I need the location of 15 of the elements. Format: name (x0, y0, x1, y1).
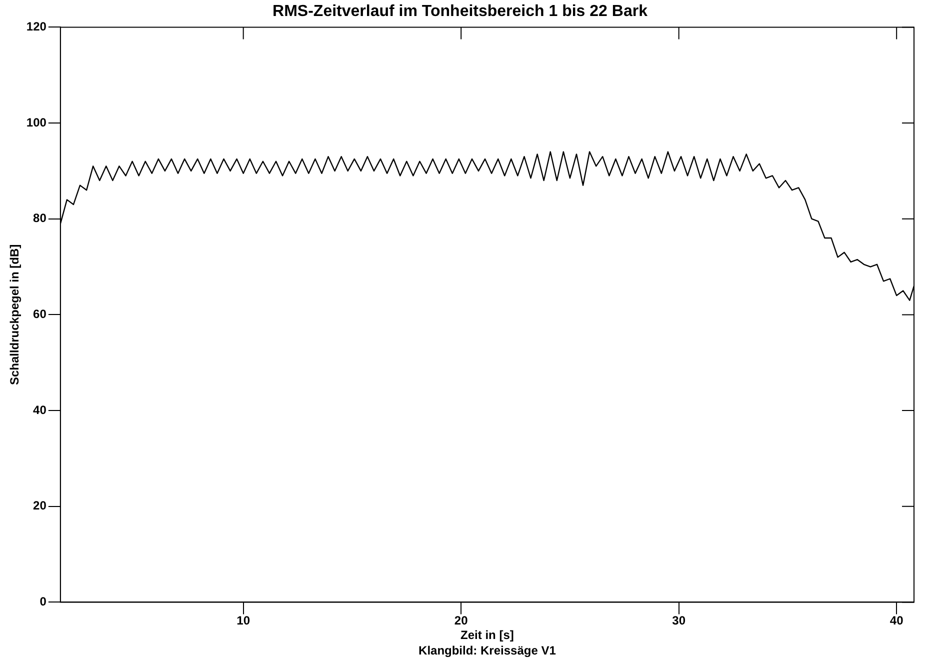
y-tick-label: 80 (33, 211, 47, 226)
y-tick-label: 40 (33, 402, 47, 417)
y-tick-label: 0 (40, 594, 47, 609)
y-tick-label: 60 (33, 307, 47, 322)
x-tick-label: 30 (672, 614, 686, 628)
y-tick-label: 120 (26, 20, 47, 34)
x-axis-title: Zeit in [s] (460, 628, 514, 642)
x-tick-label: 10 (236, 614, 250, 628)
text: Klangbild: Kreissäge V1 (418, 643, 556, 658)
chart-title: RMS-Zeitverlauf im Tonheitsbereich 1 bis 22 Bark (272, 3, 648, 20)
x-tick-label: 40 (890, 614, 904, 628)
y-axis-title: Schalldruckpegel in [dB] (8, 244, 22, 386)
x-tick-label: 20 (454, 614, 468, 628)
y-tick-label: 20 (33, 498, 47, 513)
y-tick-label: 100 (26, 115, 47, 130)
